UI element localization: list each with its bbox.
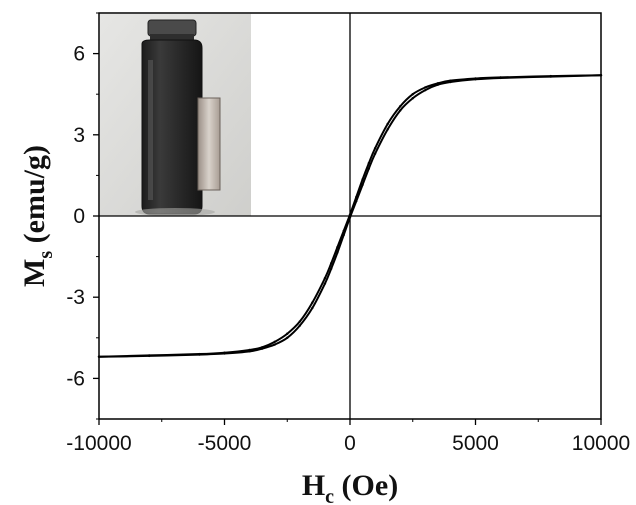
x-tick-label: -5000 — [198, 432, 252, 455]
data-point — [329, 262, 333, 265]
data-point — [273, 340, 276, 344]
data-point — [373, 147, 377, 150]
y-tick-label: 3 — [73, 124, 85, 147]
data-point — [399, 109, 402, 112]
data-point — [97, 355, 101, 358]
data-point — [361, 178, 364, 181]
data-point — [286, 332, 289, 335]
y-axis-title: Ms (emu/g) — [18, 145, 57, 287]
y-tick-label: 6 — [73, 43, 85, 66]
y-tick-label: -6 — [66, 367, 85, 390]
y-axis-ticks — [93, 12, 99, 420]
data-point — [424, 86, 427, 89]
vial-magnet-shadow — [135, 208, 215, 216]
y-tick-label: 0 — [73, 205, 85, 228]
data-point — [599, 74, 603, 77]
data-point — [323, 282, 327, 285]
y-axis-title-subscript: s — [35, 251, 57, 259]
data-point — [348, 216, 352, 219]
data-point — [411, 93, 414, 96]
data-point — [549, 75, 552, 78]
x-axis-title-symbol: H — [302, 469, 325, 502]
y-tick-label: -3 — [66, 286, 85, 309]
data-point — [336, 251, 339, 254]
data-point — [355, 199, 358, 203]
data-point — [386, 128, 389, 131]
vial-cap-ring — [147, 19, 197, 37]
data-point — [499, 76, 502, 80]
data-point — [223, 352, 226, 355]
data-series — [97, 74, 603, 358]
data-point — [148, 354, 151, 358]
x-axis-title-unit: (Oe) — [334, 469, 398, 502]
data-point — [373, 152, 377, 155]
y-axis-title-symbol: M — [18, 259, 51, 287]
data-point — [260, 347, 264, 350]
data-point — [436, 83, 440, 86]
data-point — [361, 183, 364, 187]
data-point — [311, 306, 314, 310]
x-tick-label: 5000 — [452, 432, 499, 455]
x-axis-title: Hc (Oe) — [302, 469, 398, 505]
vial-neck — [150, 34, 194, 44]
x-axis-ticks — [98, 419, 602, 425]
data-point — [248, 350, 251, 353]
data-point — [411, 97, 414, 100]
data-point — [198, 353, 201, 356]
vial-highlight — [148, 60, 153, 200]
data-point — [298, 324, 301, 327]
y-axis-title-unit: (emu/g) — [18, 145, 51, 251]
data-point — [386, 122, 389, 126]
data-point — [286, 336, 289, 339]
inset-photo — [100, 14, 251, 216]
data-point — [336, 245, 339, 249]
data-point — [367, 162, 371, 165]
data-point — [474, 78, 477, 81]
x-tick-label: 10000 — [572, 432, 630, 455]
data-point — [342, 233, 345, 237]
x-axis-title-subscript: c — [325, 486, 334, 505]
data-point — [323, 277, 327, 280]
data-point — [424, 88, 427, 92]
x-tick-label: -10000 — [66, 432, 131, 455]
x-axis-tick-labels: -10000 -5000 0 5000 10000 — [66, 432, 630, 455]
magnet — [197, 97, 221, 191]
data-point — [399, 105, 402, 108]
data-point — [298, 320, 301, 323]
data-point — [367, 167, 371, 170]
data-point — [449, 80, 452, 84]
data-point — [329, 267, 333, 270]
data-point — [311, 301, 314, 304]
y-axis-tick-labels: -6 -3 0 3 6 — [66, 43, 85, 391]
x-tick-label: 0 — [344, 432, 356, 455]
data-point — [273, 343, 276, 346]
